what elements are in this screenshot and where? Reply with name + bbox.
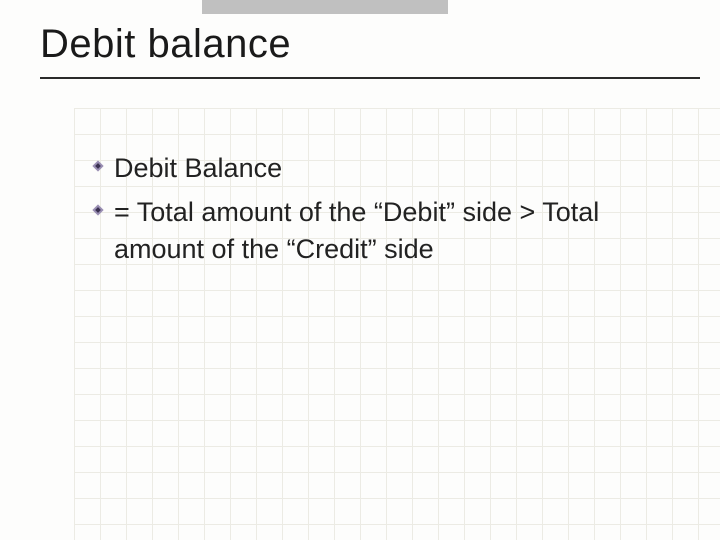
bullet-text: = Total amount of the “Debit” side > Tot…	[114, 194, 660, 267]
list-item: Debit Balance	[90, 150, 660, 186]
bullet-text: Debit Balance	[114, 150, 282, 186]
diamond-bullet-icon	[90, 202, 106, 218]
title-underline	[40, 77, 700, 79]
header-accent-bar	[202, 0, 448, 14]
slide-body: Debit Balance = Total amount of the “Deb…	[90, 150, 660, 275]
title-block: Debit balance	[40, 22, 700, 79]
list-item: = Total amount of the “Debit” side > Tot…	[90, 194, 660, 267]
slide-title: Debit balance	[40, 22, 700, 67]
diamond-bullet-icon	[90, 158, 106, 174]
